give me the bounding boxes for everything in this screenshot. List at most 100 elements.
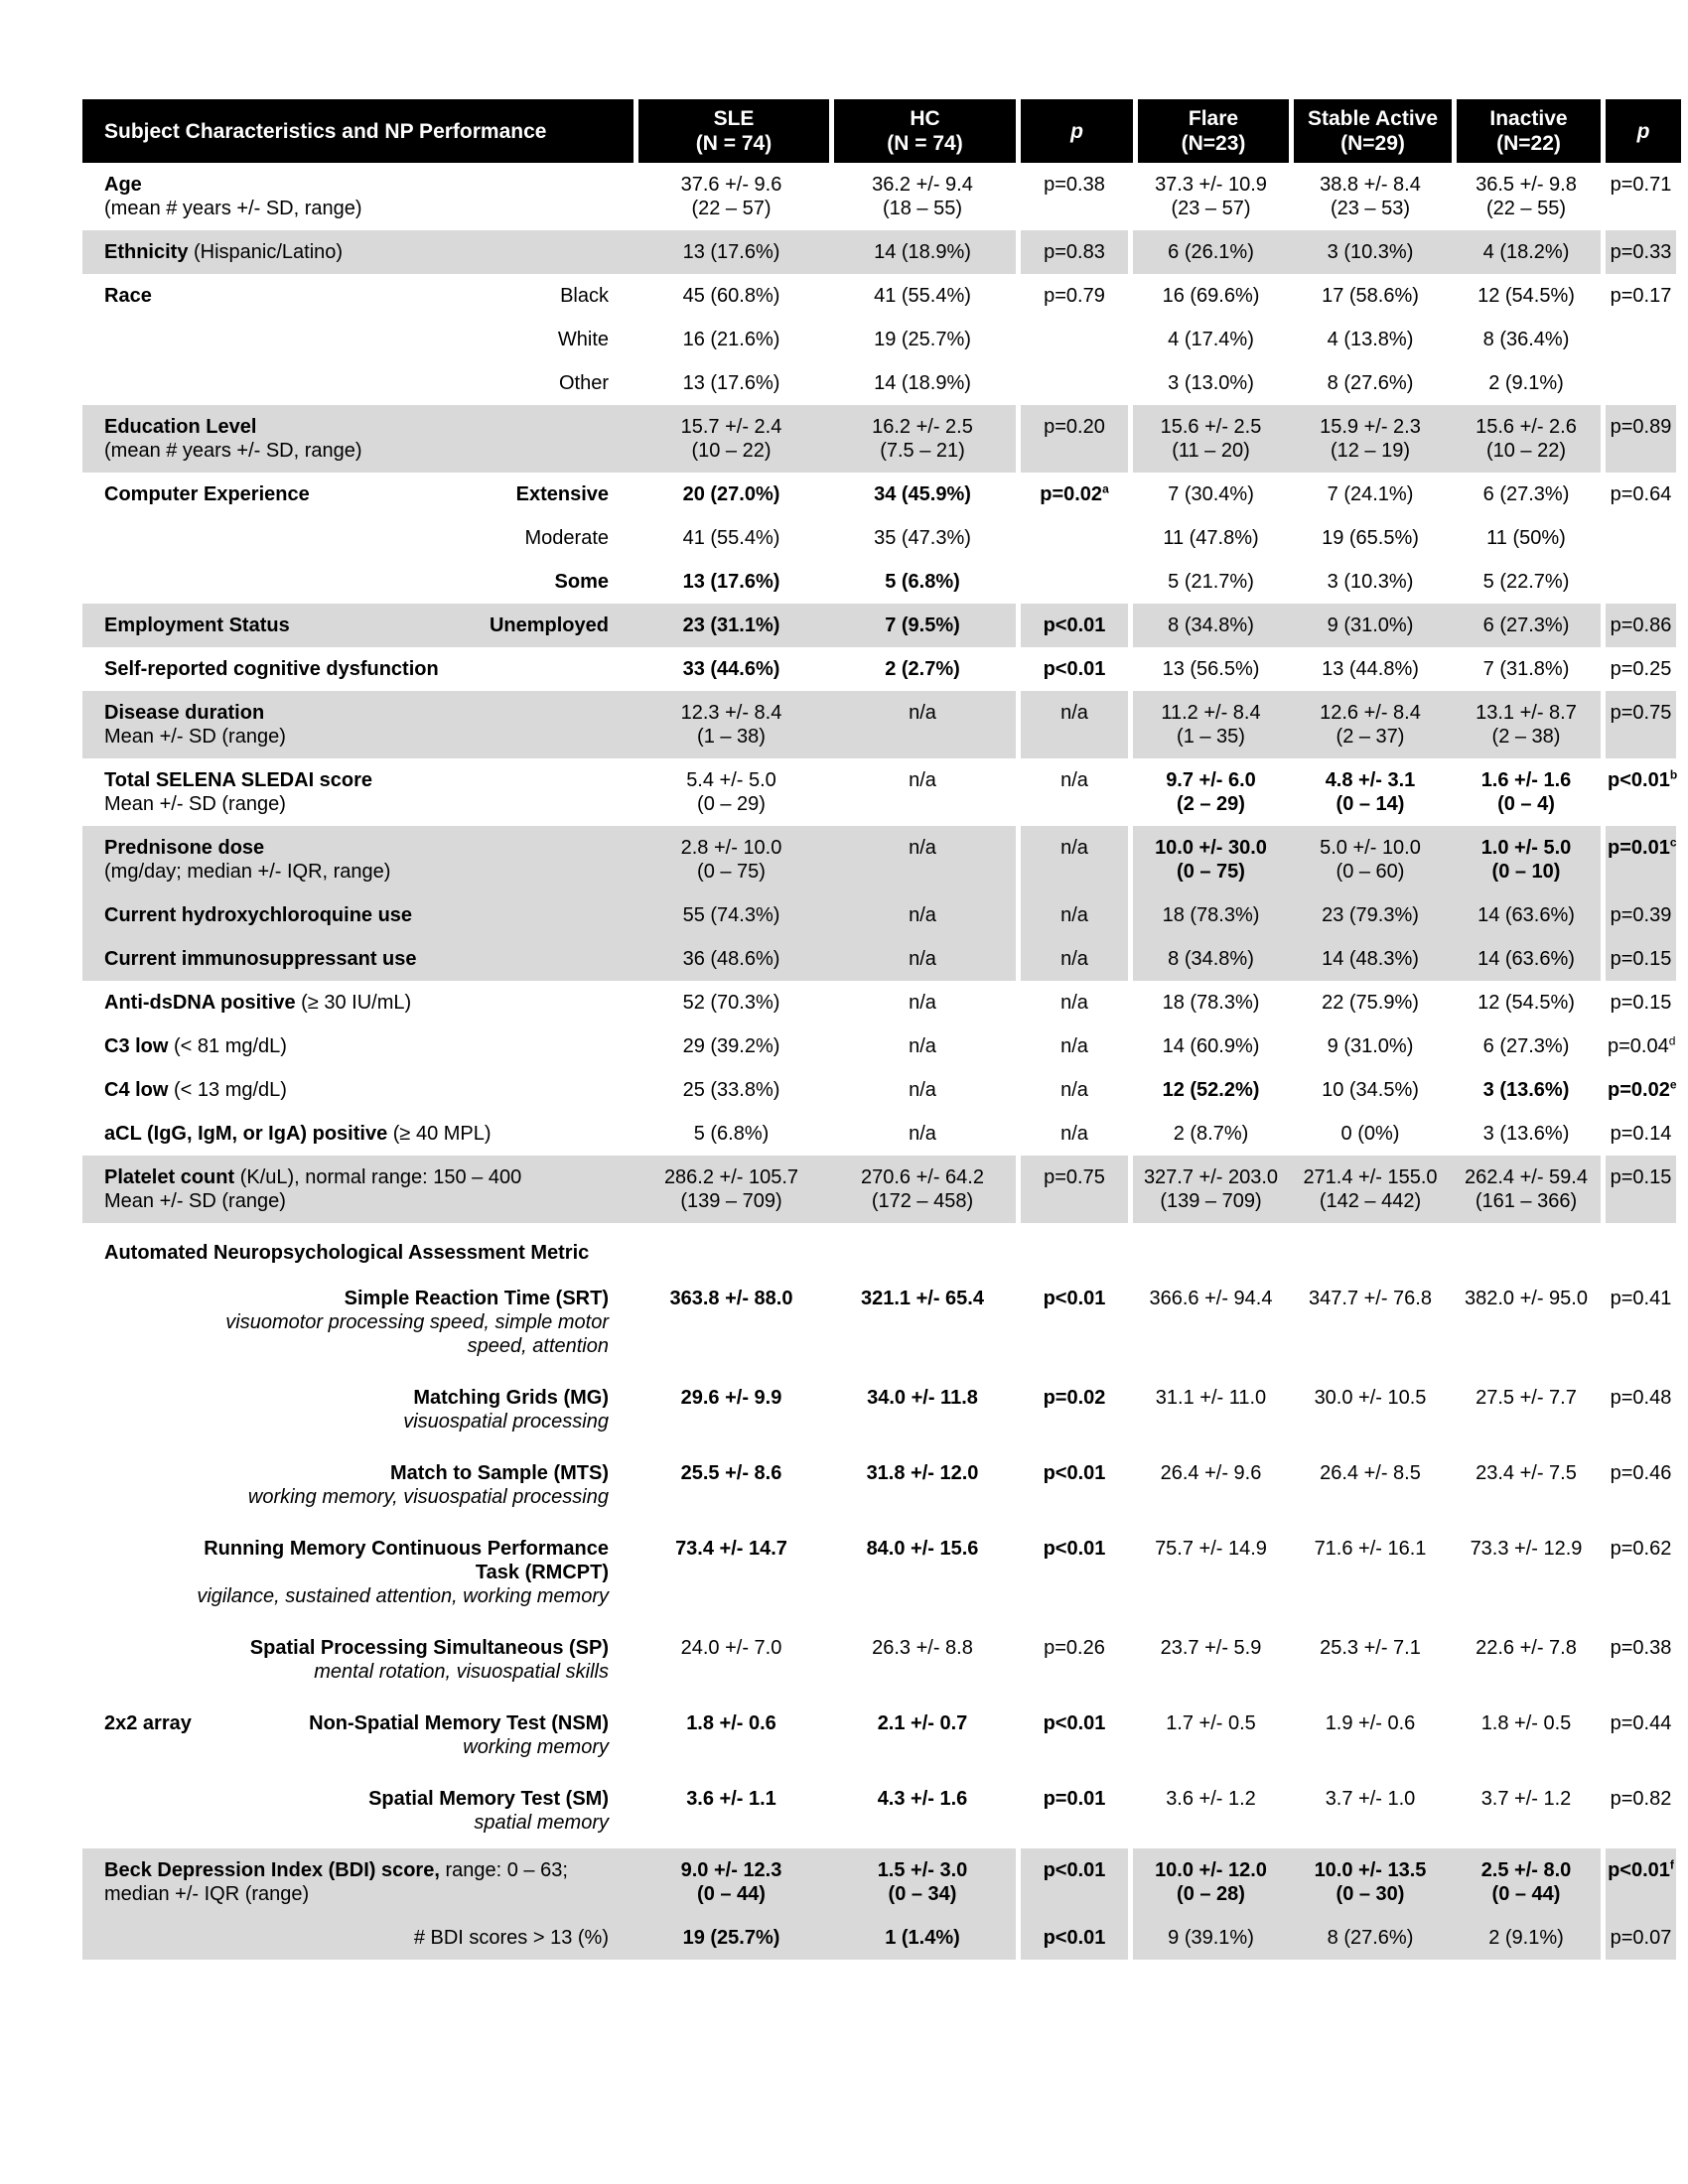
cell-value-text: 14 (48.3%) xyxy=(1322,948,1419,970)
row-label-inline: (< 81 mg/dL) xyxy=(168,1035,287,1057)
table-row-anti-dsdna: Anti-dsDNA positive (≥ 30 IU/mL) 52 (70.3… xyxy=(82,981,1681,1024)
cell-value-text: 73.4 +/- 14.7 xyxy=(675,1538,787,1560)
table-row-mg: Matching Grids (MG) visuospatial processi… xyxy=(82,1372,1681,1447)
cell-stable: 25.3 +/- 7.1 xyxy=(1289,1622,1452,1698)
cell-value: p=0.83 xyxy=(1023,240,1126,264)
cell-sle: 41 (55.4%) xyxy=(633,516,829,560)
cell-sle: 286.2 +/- 105.7 (139 – 709) xyxy=(633,1156,829,1223)
cell-value-text: 8 (27.6%) xyxy=(1327,1927,1414,1949)
cell-value-text: 73.3 +/- 12.9 xyxy=(1470,1538,1583,1560)
row-label-cell: Matching Grids (MG) visuospatial processi… xyxy=(82,1372,633,1447)
row-label: Disease duration Mean +/- SD (range) xyxy=(104,701,581,749)
cell-value: n/a xyxy=(1023,1078,1126,1102)
row-label-bold: Education Level xyxy=(104,416,257,438)
cell-value-text: 13 (56.5%) xyxy=(1162,658,1260,680)
cell-stable: 3 (10.3%) xyxy=(1289,230,1452,274)
cell-value-text: n/a xyxy=(1060,1123,1088,1145)
cell-value: 73.3 +/- 12.9 xyxy=(1454,1537,1599,1561)
cell-sle: 1.8 +/- 0.6 xyxy=(633,1698,829,1773)
cell-value-text: 36 (48.6%) xyxy=(682,948,780,970)
cell-value-text: n/a xyxy=(1060,904,1088,926)
cell-flare: 2 (8.7%) xyxy=(1133,1112,1289,1156)
cell-flare: 9.7 +/- 6.0 (2 – 29) xyxy=(1133,758,1289,826)
cell-value: 363.8 +/- 88.0 xyxy=(635,1287,827,1310)
cell-value-text: 2 (2.7%) xyxy=(885,658,960,680)
cell-value-text: 4.8 +/- 3.1 xyxy=(1325,769,1416,791)
cell-value: 18 (78.3%) xyxy=(1135,991,1287,1015)
cell-value-range: (142 – 442) xyxy=(1319,1190,1422,1212)
cell-value-text: p<0.01 xyxy=(1043,1462,1106,1484)
cell-value: n/a xyxy=(1023,947,1126,971)
cell-value-text: 11 (50%) xyxy=(1486,527,1566,549)
cell-value: 12 (54.5%) xyxy=(1454,991,1599,1015)
cell-value-text: p=0.02 xyxy=(1040,483,1103,505)
cell-p2 xyxy=(1601,318,1681,361)
cell-value: 382.0 +/- 95.0 xyxy=(1454,1287,1599,1310)
cell-hc: 321.1 +/- 65.4 xyxy=(829,1273,1016,1372)
cell-value: n/a xyxy=(831,1122,1014,1146)
cell-stable: 1.9 +/- 0.6 xyxy=(1289,1698,1452,1773)
cell-value-range: (0 – 29) xyxy=(697,793,766,815)
cell-value: n/a xyxy=(831,701,1014,725)
cell-hc: 36.2 +/- 9.4 (18 – 55) xyxy=(829,163,1016,230)
cell-value: 22 (75.9%) xyxy=(1291,991,1450,1015)
cell-p1: p<0.01 xyxy=(1016,1848,1133,1916)
cell-value: 4 (13.8%) xyxy=(1291,328,1450,351)
cell-value-text: 1.5 +/- 3.0 xyxy=(877,1859,968,1881)
cell-hc: 270.6 +/- 64.2 (172 – 458) xyxy=(829,1156,1016,1223)
cell-hc: 2 (2.7%) xyxy=(829,647,1016,691)
cell-hc: 14 (18.9%) xyxy=(829,230,1016,274)
cell-value: p=0.41 xyxy=(1608,1287,1674,1310)
cell-value: 7 (24.1%) xyxy=(1291,482,1450,506)
cell-value: 3.7 +/- 1.0 xyxy=(1291,1787,1450,1811)
cell-flare: 26.4 +/- 9.6 xyxy=(1133,1447,1289,1523)
cell-value-text: 27.5 +/- 7.7 xyxy=(1476,1387,1577,1409)
cell-value: p<0.01 xyxy=(1023,1711,1126,1735)
cell-p1: n/a xyxy=(1016,691,1133,758)
cell-p1: n/a xyxy=(1016,937,1133,981)
cell-value-text: p=0.04 xyxy=(1608,1035,1669,1057)
cell-value: 13 (56.5%) xyxy=(1135,657,1287,681)
cell-value: 3.6 +/- 1.2 xyxy=(1135,1787,1287,1811)
cell-flare: 18 (78.3%) xyxy=(1133,893,1289,937)
cell-value-text: 12 (54.5%) xyxy=(1477,992,1575,1014)
cell-sle: 2.8 +/- 10.0 (0 – 75) xyxy=(633,826,829,893)
cell-p1 xyxy=(1016,361,1133,405)
row-label: Prednisone dose (mg/day; median +/- IQR, … xyxy=(104,836,581,884)
cell-value: 13.1 +/- 8.7 xyxy=(1454,701,1599,725)
cell-value-range: (139 – 709) xyxy=(1160,1190,1262,1212)
cell-value-text: n/a xyxy=(1060,702,1088,724)
cell-value-text: 347.7 +/- 76.8 xyxy=(1309,1288,1432,1309)
cell-p2 xyxy=(1601,560,1681,604)
cell-value-text: 71.6 +/- 16.1 xyxy=(1314,1538,1427,1560)
table-row-sledai: Total SELENA SLEDAI score Mean +/- SD (ra… xyxy=(82,758,1681,826)
cell-sle: 13 (17.6%) xyxy=(633,560,829,604)
cell-p1: p<0.01 xyxy=(1016,1916,1133,1960)
cell-p2: p=0.75 xyxy=(1601,691,1681,758)
cell-stable: 17 (58.6%) xyxy=(1289,274,1452,318)
cell-value-text: p=0.20 xyxy=(1044,416,1105,438)
cell-value: n/a xyxy=(1023,768,1126,792)
cell-value-text: 18 (78.3%) xyxy=(1162,992,1260,1014)
cell-value-text: p=0.25 xyxy=(1610,658,1672,680)
cell-inactive: 1.0 +/- 5.0 (0 – 10) xyxy=(1452,826,1601,893)
np-label: Non-Spatial Memory Test (NSM) working mem… xyxy=(309,1711,609,1759)
cell-sle: 3.6 +/- 1.1 xyxy=(633,1773,829,1848)
row-left-tag: 2x2 array xyxy=(104,1712,192,1734)
np-test-name: Non-Spatial Memory Test (NSM) xyxy=(309,1712,609,1734)
cell-p2: p=0.04d xyxy=(1601,1024,1681,1068)
row-label-cell: Platelet count (K/uL), normal range: 150… xyxy=(82,1156,633,1223)
cell-sle: 37.6 +/- 9.6 (22 – 57) xyxy=(633,163,829,230)
cell-value: 37.3 +/- 10.9 xyxy=(1135,173,1287,197)
cell-stable: 19 (65.5%) xyxy=(1289,516,1452,560)
cell-value-text: 19 (25.7%) xyxy=(682,1927,780,1949)
cell-stable: 10 (34.5%) xyxy=(1289,1068,1452,1112)
cell-value-text: 8 (27.6%) xyxy=(1327,372,1414,394)
cell-value-text: p=0.02 xyxy=(1608,1079,1670,1101)
cell-p1: p=0.38 xyxy=(1016,163,1133,230)
cell-value: 27.5 +/- 7.7 xyxy=(1454,1386,1599,1410)
cell-hc: n/a xyxy=(829,826,1016,893)
cell-value-text: 2.5 +/- 8.0 xyxy=(1480,1859,1572,1881)
cell-value: 23 (79.3%) xyxy=(1291,903,1450,927)
header-col-line2: (N=22) xyxy=(1496,132,1561,155)
